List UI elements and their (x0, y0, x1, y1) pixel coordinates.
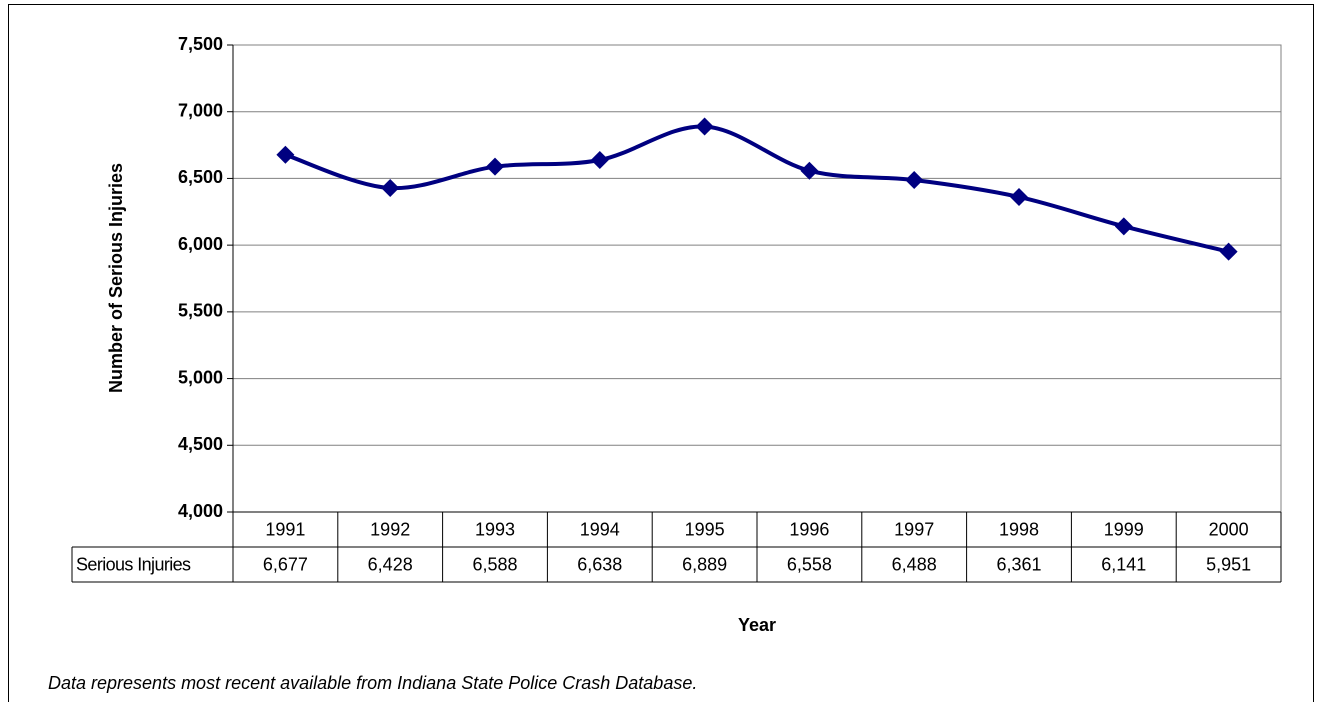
table-value: 6,488 (892, 554, 937, 574)
data-point (590, 151, 609, 170)
x-tick-label: 1993 (475, 519, 515, 539)
x-tick-label: 1999 (1104, 519, 1144, 539)
data-point (486, 157, 504, 176)
x-tick-label: 2000 (1209, 519, 1249, 539)
plot-area (232, 44, 1282, 513)
footnote: Data represents most recent available fr… (48, 673, 697, 693)
table-value: 6,558 (787, 554, 832, 574)
data-point (905, 171, 924, 190)
x-tick-label: 1997 (894, 519, 934, 539)
table-value: 6,889 (682, 554, 727, 574)
table-value: 5,951 (1206, 554, 1251, 574)
x-tick-label: 1994 (580, 519, 620, 539)
table-value: 6,141 (1101, 554, 1146, 574)
table-value: 6,428 (368, 554, 413, 574)
y-tick-label: 6,500 (178, 167, 223, 187)
y-tick-label: 7,000 (178, 100, 223, 120)
y-tick-label: 6,000 (178, 234, 223, 254)
data-point (695, 117, 714, 136)
x-tick-label: 1996 (789, 519, 829, 539)
x-tick-label: 1995 (685, 519, 725, 539)
y-tick-label: 4,500 (178, 434, 223, 454)
y-tick-label: 4,000 (178, 501, 223, 521)
table-value: 6,361 (996, 554, 1041, 574)
x-axis-title: Year (738, 615, 776, 635)
table-value: 6,677 (263, 554, 308, 574)
data-point (800, 161, 819, 180)
table-value: 6,638 (577, 554, 622, 574)
x-tick-label: 1992 (370, 519, 410, 539)
legend-label: Serious Injuries (76, 554, 191, 574)
data-point (1219, 242, 1238, 261)
data-point (1010, 187, 1028, 206)
x-tick-label: 1991 (265, 519, 305, 539)
data-point (1114, 217, 1133, 236)
x-tick-label: 1998 (999, 519, 1039, 539)
y-tick-label: 5,500 (178, 301, 223, 321)
table-value: 6,588 (472, 554, 517, 574)
series-line (284, 124, 1230, 254)
data-point (381, 179, 400, 198)
y-axis-title: Number of Serious Injuries (106, 163, 126, 393)
y-tick-label: 7,500 (178, 34, 223, 54)
data-point (276, 145, 295, 164)
y-tick-label: 5,000 (178, 367, 223, 387)
